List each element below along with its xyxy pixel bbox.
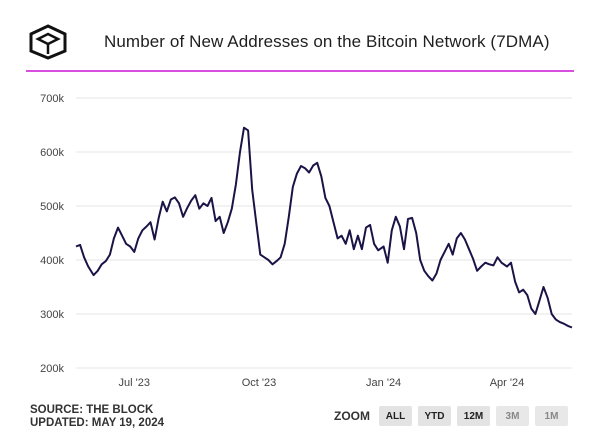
- x-tick-label: Jul '23: [119, 377, 150, 389]
- y-tick-label: 500k: [40, 201, 64, 213]
- y-tick-label: 300k: [40, 309, 64, 321]
- line-chart: 200k 300k 400k 500k 600k 700k Jul '23 Oct '23 Ja…: [40, 93, 573, 389]
- accent-divider: [26, 70, 574, 72]
- x-tick-label: Jan '24: [366, 377, 401, 389]
- y-tick-label: 400k: [40, 255, 64, 267]
- zoom-controls: ZOOM ALL YTD 12M 3M 1M: [334, 406, 574, 426]
- the-block-logo: [29, 24, 67, 60]
- zoom-ytd-button[interactable]: YTD: [418, 406, 451, 426]
- y-tick-label: 700k: [40, 93, 64, 105]
- source-text: SOURCE: THE BLOCK: [30, 404, 154, 416]
- y-tick-label: 200k: [40, 363, 64, 375]
- zoom-1m-button[interactable]: 1M: [535, 406, 568, 426]
- zoom-3m-button[interactable]: 3M: [496, 406, 529, 426]
- zoom-label: ZOOM: [334, 409, 370, 423]
- series-line: [75, 126, 573, 329]
- zoom-12m-button[interactable]: 12M: [457, 406, 490, 426]
- chart-title: Number of New Addresses on the Bitcoin N…: [104, 32, 550, 51]
- footer: SOURCE: THE BLOCK UPDATED: MAY 19, 2024: [30, 404, 164, 430]
- y-tick-label: 600k: [40, 147, 64, 159]
- zoom-all-button[interactable]: ALL: [379, 406, 412, 426]
- updated-text: UPDATED: MAY 19, 2024: [30, 417, 165, 429]
- x-tick-label: Oct '23: [242, 377, 277, 389]
- x-tick-label: Apr '24: [490, 377, 525, 389]
